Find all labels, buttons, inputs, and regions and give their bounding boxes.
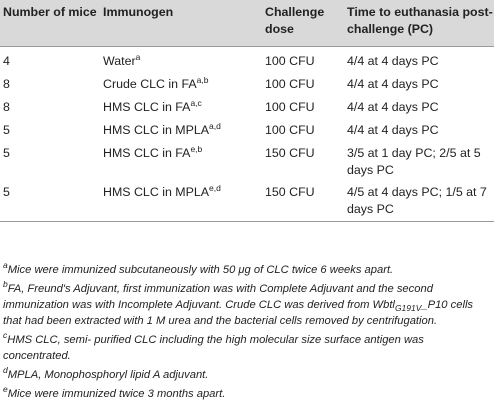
cell-immunogen: HMS CLC in MPLAa,d [100,116,262,139]
footnote-c: cHMS CLC, semi- purified CLC including t… [3,330,489,364]
table-row: 5 HMS CLC in MPLAe,d 150 CFU 4/5 at 4 da… [0,179,494,222]
cell-time: 4/5 at 4 days PC; 1/5 at 7 days PC [344,179,494,222]
footnote-d: dMPLA, Monophosphoryl lipid A adjuvant. [3,365,489,383]
footnote-text: FA, Freund's Adjuvant, first immunizatio… [3,283,433,311]
table-row: 5 HMS CLC in FAe,b 150 CFU 3/5 at 1 day … [0,139,494,179]
table-header-row: Number of mice Immunogen Challenge dose … [0,0,494,47]
footnote-e: eMice were immunized twice 3 months apar… [3,384,489,402]
cell-immunogen: HMS CLC in FAe,b [100,139,262,179]
cell-time: 3/5 at 1 day PC; 2/5 at 5 days PC [347,146,481,177]
cell-mice: 8 [3,100,10,114]
table-row: 8 HMS CLC in FAa,c 100 CFU 4/4 at 4 days… [0,93,494,116]
header-time-to-euthanasia: Time to euthanasia post-challenge (PC) [344,0,494,47]
cell-dose: 150 CFU [262,179,344,222]
cell-mice: 8 [3,77,10,91]
footnote-subscript: G191V [394,303,422,313]
cell-dose: 150 CFU [265,146,315,160]
header-number-of-mice: Number of mice [0,0,100,47]
cell-dose: 100 CFU [265,100,315,114]
cell-immunogen: Watera [100,47,262,71]
cell-time: 4/4 at 4 days PC [347,77,439,91]
cell-dose: 100 CFU [265,123,315,137]
footnote-b: bFA, Freund's Adjuvant, first immunizati… [3,279,489,329]
cell-time: 4/4 at 4 days PC [347,123,439,137]
immunogen-text: Water [103,54,136,68]
footnote-mark: d [3,365,8,375]
footnote-ref: a,c [190,98,202,108]
immunogen-text: HMS CLC in MPLA [103,123,210,137]
cell-mice: 5 [3,146,10,160]
cell-time: 4/4 at 4 days PC [347,100,439,114]
footnote-text-cont: _P10 cells that had been extracted with … [3,299,474,327]
footnote-ref: a,d [209,121,221,131]
immunogen-text: Crude CLC in FA [103,77,197,91]
footnote-mark: e [3,384,8,394]
header-immunogen: Immunogen [100,0,262,47]
cell-mice: 4 [3,54,10,68]
footnote-mark: b [3,279,8,289]
table-row: 4 Watera 100 CFU 4/4 at 4 days PC [0,47,494,71]
cell-immunogen: HMS CLC in MPLAe,d [100,179,262,222]
footnote-mark: a [3,260,8,270]
header-challenge-dose: Challenge dose [262,0,344,47]
table-row: 8 Crude CLC in FAa,b 100 CFU 4/4 at 4 da… [0,70,494,93]
cell-immunogen: HMS CLC in FAa,c [100,93,262,116]
cell-immunogen: Crude CLC in FAa,b [100,70,262,93]
results-table: Number of mice Immunogen Challenge dose … [0,0,494,222]
footnote-text: HMS CLC, semi- purified CLC including th… [3,334,424,362]
footnote-text: Mice were immunized twice 3 months apart… [7,388,226,400]
immunogen-text: HMS CLC in FA [103,100,191,114]
cell-mice: 5 [3,123,10,137]
cell-time: 4/4 at 4 days PC [347,54,439,68]
footnote-ref: a [135,52,141,62]
immunogen-text: HMS CLC in MPLA [103,185,210,199]
cell-dose: 100 CFU [265,54,315,68]
footnote-ref: e,b [190,144,203,154]
footnote-ref: e,d [209,183,221,193]
cell-dose: 100 CFU [265,77,315,91]
footnote-a: aMice were immunized subcutaneously with… [3,260,489,278]
footnote-mark: c [3,330,8,340]
table-footnotes: aMice were immunized subcutaneously with… [3,260,489,405]
table-row: 5 HMS CLC in MPLAa,d 100 CFU 4/4 at 4 da… [0,116,494,139]
footnote-text: MPLA, Monophosphoryl lipid A adjuvant. [7,369,209,381]
footnote-text: Mice were immunized subcutaneously with … [7,264,394,276]
cell-mice: 5 [0,179,100,222]
immunogen-text: HMS CLC in FA [103,146,191,160]
footnote-ref: a,b [196,75,209,85]
